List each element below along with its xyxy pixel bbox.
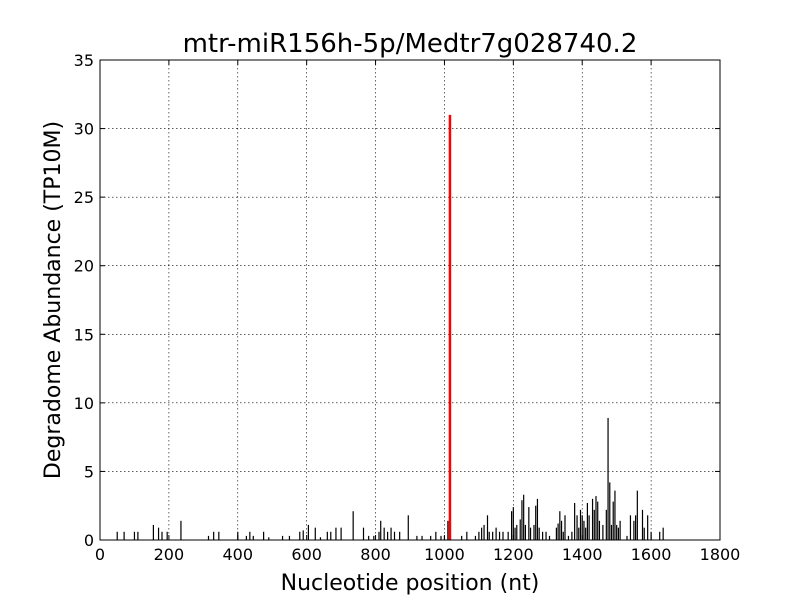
x-tick-label: 800 bbox=[360, 545, 391, 564]
x-tick-label: 1400 bbox=[562, 545, 603, 564]
y-tick-label: 5 bbox=[84, 462, 94, 481]
x-tick-label: 400 bbox=[223, 545, 254, 564]
x-tick-label: 1600 bbox=[631, 545, 672, 564]
grid bbox=[100, 60, 720, 540]
x-tick-labels: 0 200 400 600 800 1000 1200 1400 1600 1800 bbox=[95, 545, 740, 564]
x-tick-label: 600 bbox=[291, 545, 322, 564]
x-tick-label: 1800 bbox=[700, 545, 741, 564]
x-tick-label: 1000 bbox=[424, 545, 465, 564]
x-tick-label: 0 bbox=[95, 545, 105, 564]
x-tick-label: 1200 bbox=[493, 545, 534, 564]
y-tick-label: 20 bbox=[74, 257, 94, 276]
x-axis-label: Nucleotide position (nt) bbox=[281, 571, 540, 596]
y-tick-label: 10 bbox=[74, 394, 94, 413]
y-tick-label: 35 bbox=[74, 51, 94, 70]
plot-frame bbox=[99, 59, 721, 541]
ticks bbox=[99, 59, 721, 541]
y-tick-label: 15 bbox=[74, 325, 94, 344]
y-tick-labels: 0 5 10 15 20 25 30 35 bbox=[74, 51, 94, 550]
y-tick-label: 30 bbox=[74, 120, 94, 139]
y-tick-label: 0 bbox=[84, 531, 94, 550]
bars bbox=[116, 114, 664, 540]
x-tick-label: 200 bbox=[154, 545, 185, 564]
y-axis-label: Degradome Abundance (TP10M) bbox=[41, 121, 66, 479]
chart-title: mtr-miR156h-5p/Medtr7g028740.2 bbox=[183, 29, 638, 59]
y-tick-label: 25 bbox=[74, 188, 94, 207]
